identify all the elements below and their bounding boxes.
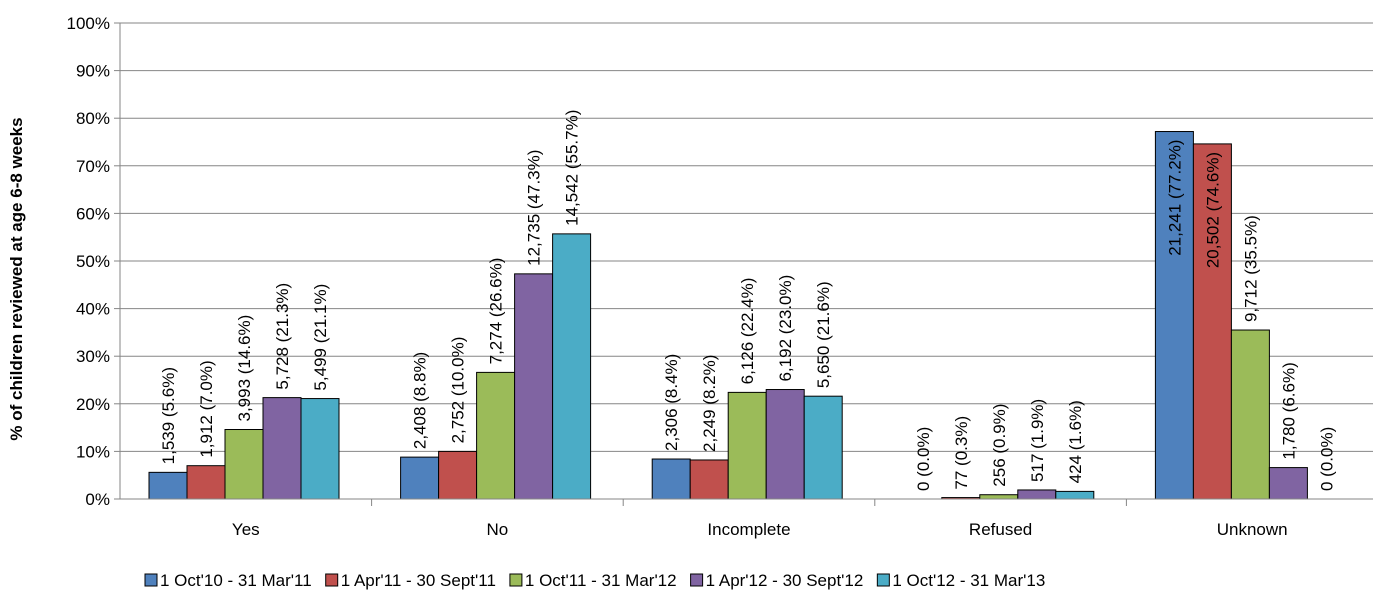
y-tick-label: 20% (76, 395, 110, 414)
x-axis-ticks: Yes No Incomplete Refused Unknown (232, 499, 1288, 539)
data-label: 6,192 (23.0%) (776, 275, 795, 382)
y-tick-label: 40% (76, 300, 110, 319)
y-axis-ticks: 0% 10% 20% 30% 40% 50% 60% 70% 80% 90% 100% (67, 14, 120, 509)
legend-swatch (690, 573, 704, 587)
data-label: 12,735 (47.3%) (525, 150, 544, 266)
bar (1230, 329, 1270, 500)
y-axis-label: % of children reviewed at age 6-8 weeks (7, 117, 26, 440)
y-tick-label: 30% (76, 347, 110, 366)
legend-label: 1 Oct'10 - 31 Mar'11 (160, 571, 312, 590)
legend-label: 1 Apr'11 - 30 Sept'11 (341, 571, 496, 590)
x-tick-label: Unknown (1217, 520, 1288, 539)
legend-label: 1 Apr'12 - 30 Sept'12 (706, 571, 864, 590)
data-label: 3,993 (14.6%) (235, 315, 254, 422)
legend-swatch (325, 573, 339, 587)
legend-label: 1 Oct'12 - 31 Mar'13 (892, 571, 1045, 590)
data-label: 2,249 (8.2%) (700, 355, 719, 452)
legend: 1 Oct'10 - 31 Mar'11 1 Apr'11 - 30 Sept'1… (144, 571, 1045, 590)
data-label: 2,306 (8.4%) (662, 354, 681, 451)
bar (651, 458, 691, 500)
bar (1154, 131, 1194, 500)
bar (765, 389, 805, 500)
y-tick-label: 60% (76, 204, 110, 223)
data-label: 424 (1.6%) (1066, 400, 1085, 483)
axes (119, 23, 1373, 500)
legend-swatch (509, 573, 523, 587)
bar (438, 450, 478, 500)
bars (148, 131, 1308, 500)
bar (727, 391, 767, 500)
bar (400, 456, 440, 500)
bar (979, 494, 1019, 500)
y-tick-label: 80% (76, 109, 110, 128)
data-label: 256 (0.9%) (990, 404, 1009, 487)
bar (1268, 467, 1308, 500)
bar (1192, 143, 1232, 500)
data-label: 1,912 (7.0%) (197, 360, 216, 457)
data-label: 5,499 (21.1%) (311, 284, 330, 391)
x-tick-label: Refused (969, 520, 1032, 539)
data-label: 7,274 (26.6%) (487, 258, 506, 365)
bar (689, 459, 729, 500)
bar (1055, 490, 1095, 500)
data-label: 6,126 (22.4%) (738, 278, 757, 385)
data-label: 5,650 (21.6%) (814, 281, 833, 388)
data-label: 2,408 (8.8%) (411, 352, 430, 449)
x-tick-label: Yes (232, 520, 260, 539)
bar (186, 465, 226, 500)
bar (514, 273, 554, 500)
x-tick-label: Incomplete (707, 520, 790, 539)
y-tick-label: 90% (76, 62, 110, 81)
y-tick-label: 50% (76, 252, 110, 271)
legend-swatch (144, 573, 158, 587)
data-label: 5,728 (21.3%) (273, 283, 292, 390)
bar (262, 397, 302, 500)
data-label: 77 (0.3%) (952, 416, 971, 490)
data-label: 0 (0.0%) (914, 427, 933, 491)
data-label: 1,539 (5.6%) (159, 367, 178, 464)
data-label: 9,712 (35.5%) (1241, 215, 1260, 322)
bar (1017, 489, 1057, 500)
y-tick-label: 0% (85, 490, 110, 509)
legend-swatch (876, 573, 890, 587)
data-label: 21,241 (77.2%) (1165, 140, 1184, 256)
data-label: 0 (0.0%) (1317, 427, 1336, 491)
data-label: 1,780 (6.6%) (1279, 362, 1298, 459)
bar (552, 233, 592, 500)
bar (300, 398, 340, 500)
x-tick-label: No (487, 520, 509, 539)
y-tick-label: 100% (67, 14, 110, 33)
y-tick-label: 70% (76, 157, 110, 176)
bar (148, 471, 188, 500)
bar (224, 429, 264, 500)
data-label: 14,542 (55.7%) (563, 110, 582, 226)
data-label: 20,502 (74.6%) (1203, 152, 1222, 268)
y-tick-label: 10% (76, 442, 110, 461)
data-label: 517 (1.9%) (1028, 399, 1047, 482)
data-label: 2,752 (10.0%) (449, 337, 468, 444)
data-labels: 1,539 (5.6%) 1,912 (7.0%) 3,993 (14.6%) 5,7… (159, 110, 1336, 491)
bar (803, 395, 843, 500)
legend-label: 1 Oct'11 - 31 Mar'12 (525, 571, 677, 590)
bar (476, 371, 516, 500)
